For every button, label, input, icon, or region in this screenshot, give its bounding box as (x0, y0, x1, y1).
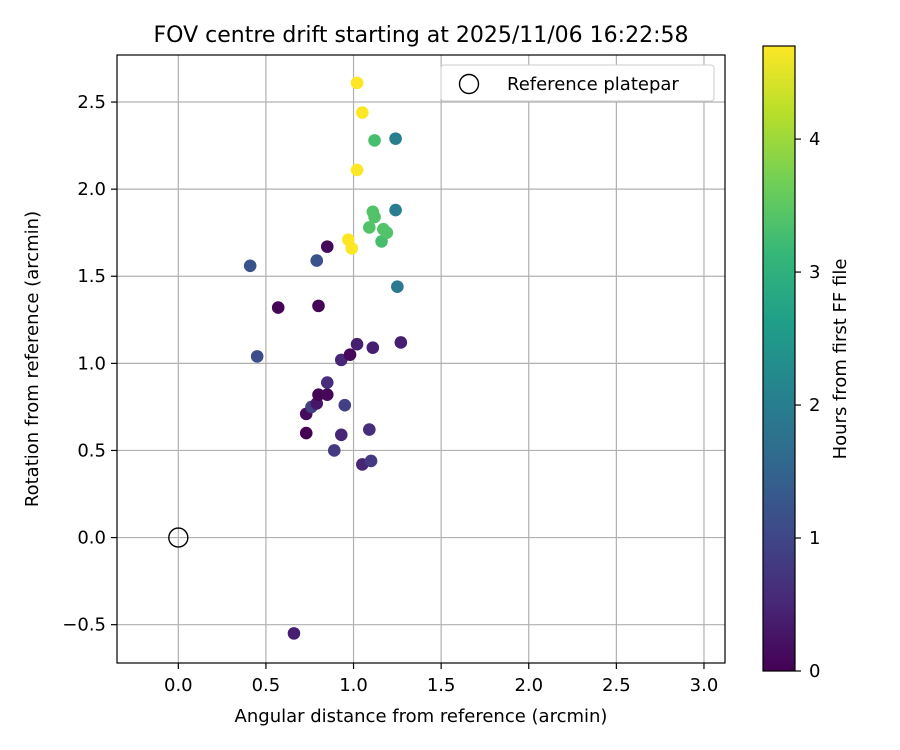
data-points (243, 76, 408, 640)
x-tick-label: 1.0 (339, 675, 368, 696)
colorbar-tick-label: 1 (809, 528, 820, 549)
data-point (394, 336, 408, 349)
data-point (250, 350, 264, 363)
data-point (350, 337, 364, 351)
x-axis-ticks: 0.0 0.5 1.0 1.5 2.0 2.5 3.0 (164, 663, 718, 696)
data-point (350, 163, 364, 177)
data-point (320, 240, 334, 253)
y-tick-label: 2.5 (77, 92, 106, 113)
data-point (310, 254, 324, 267)
data-point (271, 301, 285, 314)
colorbar-tick-label: 3 (809, 262, 820, 283)
plot-frame (116, 54, 726, 664)
reference-marker-group (168, 527, 189, 548)
y-tick-label: 1.0 (77, 353, 106, 374)
x-tick-label: 2.5 (602, 675, 631, 696)
data-point (389, 132, 402, 145)
data-point (366, 341, 380, 354)
data-point (356, 106, 369, 119)
y-tick-label: −0.5 (62, 615, 106, 636)
data-point (350, 76, 364, 90)
reference-platepar-marker (168, 527, 189, 548)
y-tick-label: 1.5 (77, 266, 106, 287)
colorbar-tick-label: 2 (809, 395, 820, 416)
data-point (299, 426, 313, 440)
y-tick-label: 0.5 (77, 440, 106, 461)
colorbar-tick-label: 0 (809, 661, 820, 682)
data-point (243, 259, 257, 273)
y-tick-label: 0.0 (77, 528, 106, 549)
data-point (389, 203, 402, 217)
data-point (363, 423, 376, 436)
colorbar: 0 1 2 3 4 Hours from first FF file (762, 45, 851, 682)
data-point (368, 210, 381, 224)
colorbar-ticks: 0 1 2 3 4 (795, 129, 820, 682)
x-tick-label: 2.0 (514, 675, 543, 696)
data-point (380, 226, 394, 239)
y-axis-ticks: −0.5 0.0 0.5 1.0 1.5 2.0 2.5 (62, 92, 117, 636)
colorbar-gradient (762, 45, 796, 672)
legend-reference-marker (458, 73, 480, 95)
x-tick-label: 1.5 (427, 675, 456, 696)
y-tick-label: 2.0 (77, 179, 106, 200)
y-axis-label: Rotation from reference (arcmin) (22, 211, 43, 507)
legend: Reference platepar (440, 64, 715, 102)
chart-title: FOV centre drift starting at 2025/11/06 … (154, 23, 689, 48)
grid (117, 55, 725, 663)
data-point (391, 280, 404, 294)
data-point (368, 134, 381, 147)
data-point (338, 398, 352, 412)
x-tick-label: 0.5 (252, 675, 281, 696)
data-point (327, 444, 341, 457)
data-point (320, 376, 334, 389)
data-point (363, 221, 376, 234)
x-axis-label: Angular distance from reference (arcmin) (235, 706, 608, 727)
x-tick-label: 0.0 (164, 675, 193, 696)
data-point (287, 627, 301, 640)
data-point (334, 428, 348, 442)
data-point (343, 348, 357, 361)
legend-box (440, 64, 715, 102)
data-point (364, 454, 378, 468)
legend-label: Reference platepar (507, 74, 679, 95)
x-tick-label: 3.0 (690, 675, 719, 696)
data-point (345, 242, 359, 255)
data-point (312, 299, 325, 313)
data-point (312, 388, 325, 402)
colorbar-tick-label: 4 (809, 129, 820, 150)
colorbar-label: Hours from first FF file (830, 259, 851, 460)
data-point (320, 388, 334, 402)
